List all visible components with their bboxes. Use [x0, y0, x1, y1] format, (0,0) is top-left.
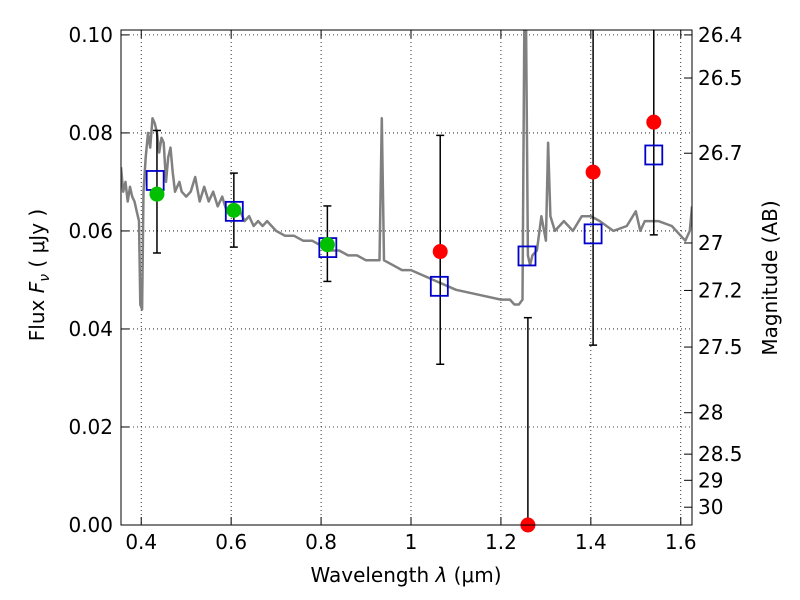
x-tick-label: 1.4 [575, 530, 607, 554]
y2-axis-ticks: 26.4 26.5 26.7 27 27.2 27.5 28 28.529 30 [684, 23, 743, 519]
y2-tick-label: 27.5 [698, 335, 743, 359]
model-photometry-square [583, 223, 603, 245]
y2-tick-label: 29 [698, 468, 723, 492]
y2-tick-label: 27.2 [698, 278, 743, 302]
y-tick-label: 0.10 [68, 23, 113, 47]
model-photometry-square [517, 245, 537, 267]
y2-tick-label: 26.7 [698, 141, 743, 165]
x-axis-label: Wavelength λ (μm) [310, 563, 501, 587]
y-tick-label: 0.02 [68, 415, 113, 439]
x-tick-label: 1.2 [485, 530, 517, 554]
y-tick-label: 0.08 [68, 121, 113, 145]
x-tick-label: 1 [405, 530, 418, 554]
y2-axis-label: Magnitude (AB) [758, 200, 782, 355]
model-photometry-squares [145, 144, 664, 297]
model-photometry-square [224, 200, 244, 222]
model-photometry-square [644, 144, 664, 166]
observed-photometry-points [149, 114, 662, 533]
plot-frame [120, 29, 693, 526]
observed-point [646, 114, 662, 130]
y2-tick-label: 28.5 [698, 442, 743, 466]
y-tick-label: 0.06 [68, 219, 113, 243]
x-tick-label: 0.6 [215, 530, 247, 554]
observed-point [149, 186, 165, 202]
y2-tick-label: 27 [698, 231, 723, 255]
y-axis-ticks: 0.00 0.02 0.04 0.06 0.08 0.10 [68, 23, 129, 537]
x-tick-label: 0.8 [305, 530, 337, 554]
y2-tick-label: 28 [698, 401, 723, 425]
y2-tick-label: 26.5 [698, 66, 743, 90]
y2-tick-label: 30 [698, 495, 723, 519]
model-photometry-square [429, 275, 449, 297]
grid-lines [121, 30, 692, 526]
y2-tick-label: 26.4 [698, 23, 743, 47]
y-tick-label: 0.04 [68, 317, 113, 341]
y-axis-label: Flux Fν ( μJy ) [25, 209, 53, 341]
x-axis-ticks: 0.4 0.6 0.8 1 1.2 1.4 1.6 [125, 30, 697, 554]
observed-point [319, 237, 335, 253]
model-spectrum [121, 30, 692, 311]
observed-point [432, 244, 448, 260]
observed-point [226, 202, 242, 218]
x-tick-label: 0.4 [125, 530, 157, 554]
observed-point [585, 164, 601, 180]
spectrum-line [121, 30, 692, 311]
x-tick-label: 1.6 [665, 530, 697, 554]
error-bars [152, 30, 658, 525]
y-tick-label: 0.00 [68, 513, 113, 537]
